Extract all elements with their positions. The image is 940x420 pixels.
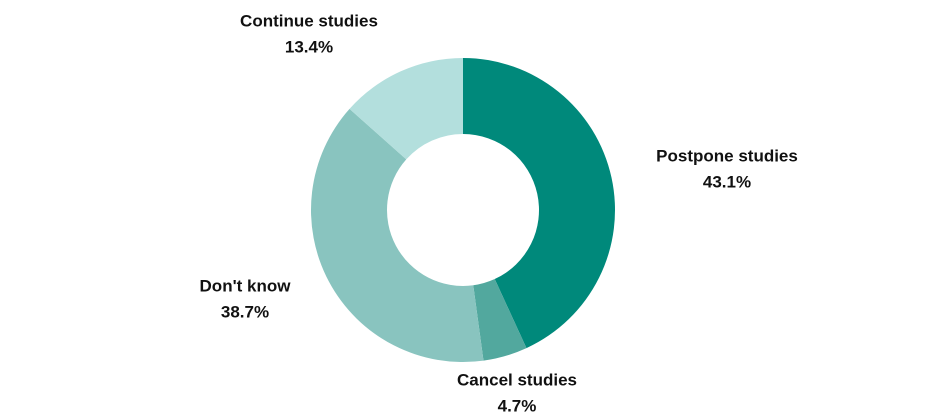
slice-label: Don't know (200, 276, 292, 295)
donut-slice (349, 58, 463, 160)
slice-value-label: 38.7% (221, 302, 269, 321)
slice-value-label: 4.7% (498, 396, 537, 415)
slice-label: Postpone studies (656, 146, 798, 165)
donut-slice (311, 108, 484, 363)
slice-label: Continue studies (240, 11, 378, 30)
slice-value-label: 43.1% (703, 172, 751, 191)
donut-slice (473, 279, 527, 361)
donut-slice (463, 58, 615, 349)
slice-value-label: 13.4% (285, 37, 333, 56)
slice-label: Cancel studies (457, 370, 577, 389)
